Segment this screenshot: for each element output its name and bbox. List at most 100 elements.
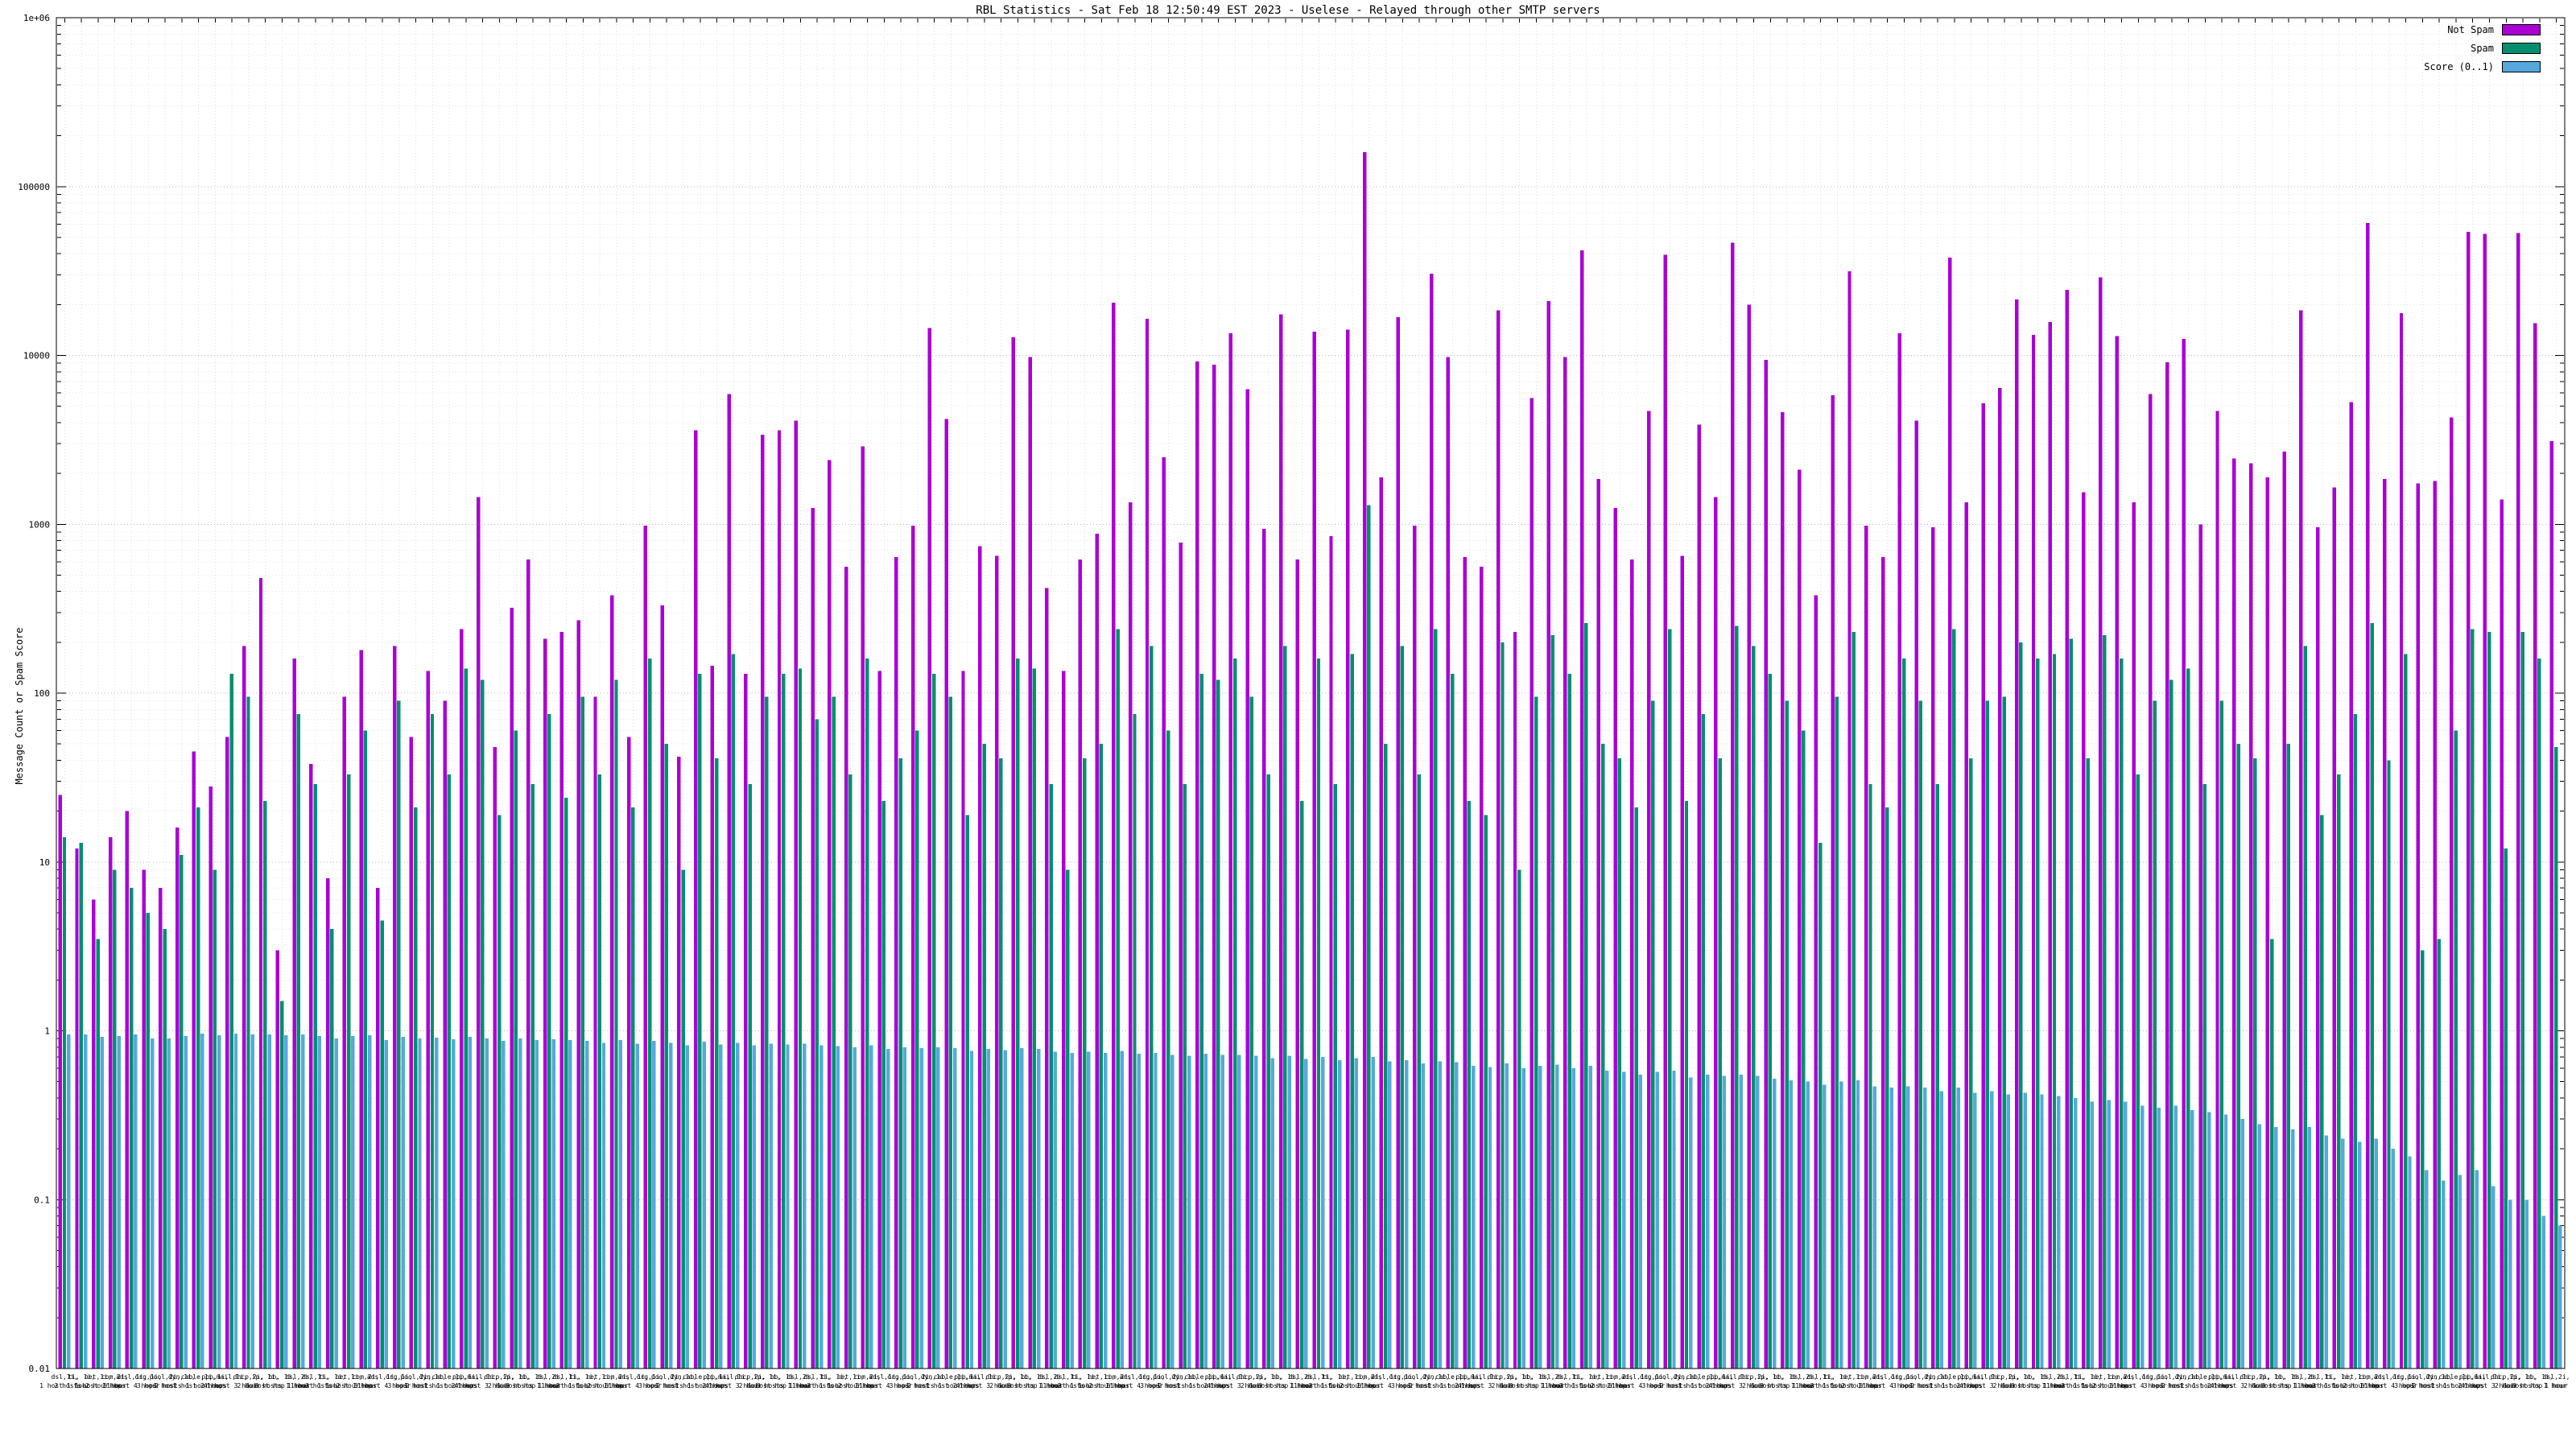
x-tick-label-line2: 1 host 3 hour — [1711, 1382, 1762, 1389]
bar-spam — [1968, 758, 1973, 1368]
x-tick-label-line2: 1 host 2 hour — [1929, 1382, 1979, 1389]
x-tick-label-line1: net,1i, — [586, 1373, 613, 1381]
x-tick-label-line1: mail,1i, — [718, 1373, 749, 1381]
x-tick-label-line1: pool,2i, — [651, 1373, 683, 1381]
x-tick-label-line2: 1 host — [1408, 1382, 1431, 1389]
bar-spam — [2186, 668, 2190, 1368]
bar-score-0-1 — [769, 1043, 773, 1368]
x-tick-label-line2: 4 hops — [1458, 1382, 1481, 1389]
bar-not-spam — [392, 646, 397, 1368]
x-tick-label-line2: 2 hosts 1 hour — [1158, 1382, 1212, 1389]
x-tick-label-line1: dsl,1i, — [52, 1373, 79, 1381]
bar-score-0-1 — [134, 1034, 138, 1368]
bar-not-spam — [894, 556, 898, 1368]
bar-not-spam — [944, 419, 948, 1368]
bar-not-spam — [1998, 388, 2002, 1369]
bar-spam — [346, 774, 351, 1368]
x-tick-label-line1: cable,1i, — [432, 1373, 467, 1381]
x-tick-label-line1: dsl,2i, — [536, 1373, 564, 1381]
bar-spam — [798, 668, 803, 1368]
bar-not-spam — [2014, 299, 2019, 1368]
bar-spam — [1918, 700, 1923, 1368]
bar-not-spam — [2048, 321, 2052, 1368]
bar-not-spam — [125, 811, 130, 1368]
x-tick-label-line1: dyn,1i, — [1674, 1373, 1701, 1381]
bar-spam — [1651, 700, 1655, 1368]
x-tick-label-line2: 2 hosts 1 hour — [155, 1382, 209, 1389]
bar-spam — [1066, 869, 1070, 1368]
bar-spam — [1985, 700, 1990, 1368]
bar-spam — [2353, 714, 2358, 1368]
bar-spam — [1199, 674, 1203, 1368]
x-tick-label-line2: 5 hour — [1107, 1382, 1130, 1389]
bar-not-spam — [677, 757, 681, 1368]
x-tick-label-line2: 2 hosts 2 hour — [1559, 1382, 1614, 1389]
x-tick-label-line2: 5 hour — [1357, 1382, 1381, 1389]
bar-not-spam — [2416, 483, 2420, 1368]
bar-score-0-1 — [2491, 1186, 2496, 1368]
x-tick-label-line1: net,1i, — [2091, 1373, 2119, 1381]
bar-not-spam — [2483, 233, 2487, 1368]
bar-score-0-1 — [2090, 1101, 2095, 1368]
x-tick-label-line1: adsl,1i, — [367, 1373, 398, 1381]
x-tick-label-line2: 1 host 1 hop — [326, 1382, 373, 1389]
bar-score-0-1 — [1605, 1071, 1609, 1368]
bar-score-0-1 — [719, 1044, 723, 1368]
bar-not-spam — [1847, 271, 1852, 1368]
x-tick-label-line2: 1 host — [2411, 1382, 2434, 1389]
legend-item-score: Score (0..1) — [2424, 61, 2541, 72]
bar-spam — [2169, 679, 2174, 1368]
bar-spam — [2119, 658, 2124, 1368]
x-tick-label-line1: pool,2i, — [2407, 1373, 2438, 1381]
legend-item-spam: Spam — [2471, 43, 2541, 54]
bar-score-0-1 — [1505, 1063, 1509, 1368]
bar-not-spam — [1596, 479, 1601, 1369]
x-tick-label-line1: ip, 1i, — [502, 1373, 530, 1381]
bar-score-0-1 — [2257, 1124, 2261, 1368]
x-tick-label-line1: org,1i, — [637, 1373, 664, 1381]
bar-not-spam — [58, 795, 62, 1368]
bar-spam — [2303, 646, 2307, 1368]
x-tick-label-line1: ppp,1i, — [1707, 1373, 1734, 1381]
bar-not-spam — [159, 888, 163, 1368]
bar-score-0-1 — [1939, 1091, 1944, 1368]
x-tick-label-line1: dsl,2i, — [2543, 1373, 2570, 1381]
bar-score-0-1 — [1287, 1055, 1291, 1368]
x-tick-label-line2: 1 host 1 hop — [576, 1382, 623, 1389]
bar-spam — [1232, 658, 1237, 1368]
bar-spam — [430, 714, 435, 1368]
x-tick-label-line1: ip, 1i, — [1757, 1373, 1784, 1381]
x-tick-label-line1: org,1i, — [134, 1373, 162, 1381]
bar-not-spam — [1680, 555, 1684, 1368]
x-tick-label-line1: cable,1i, — [181, 1373, 216, 1381]
x-tick-label-line1: com,2i, — [2108, 1373, 2136, 1381]
legend-label-score: Score (0..1) — [2424, 61, 2494, 72]
bar-not-spam — [2031, 335, 2036, 1369]
bar-spam — [1166, 730, 1170, 1368]
bar-spam — [2520, 632, 2524, 1368]
x-tick-label-line1: ti, 1i, — [1322, 1373, 1349, 1381]
x-tick-label-line2: 3 hour — [2394, 1382, 2417, 1389]
x-tick-label-line2: 1 hour — [287, 1382, 311, 1389]
bar-spam — [497, 815, 502, 1368]
x-tick-label-line2: 1 host 1 hour — [1042, 1382, 1093, 1389]
bar-score-0-1 — [803, 1043, 807, 1368]
x-tick-label-line2: 2 hour — [1491, 1382, 1514, 1389]
bar-not-spam — [2115, 336, 2120, 1369]
x-tick-label-line2: 3 hosts 1 hour — [2011, 1382, 2066, 1389]
x-tick-label-line1: bb, 1i, — [1272, 1373, 1299, 1381]
x-tick-label-line2: 1 host — [906, 1382, 929, 1389]
bar-score-0-1 — [502, 1041, 506, 1368]
bar-score-0-1 — [1856, 1080, 1860, 1368]
x-tick-label-line2: 2 hour — [1742, 1382, 1765, 1389]
bar-score-0-1 — [150, 1038, 155, 1368]
bar-not-spam — [2098, 277, 2103, 1368]
bar-score-0-1 — [1756, 1075, 1760, 1368]
bar-not-spam — [292, 658, 296, 1368]
bars-not-spam — [58, 151, 2554, 1369]
bar-score-0-1 — [2290, 1129, 2295, 1368]
bar-score-0-1 — [1438, 1061, 1442, 1368]
bar-score-0-1 — [752, 1045, 757, 1368]
bar-score-0-1 — [668, 1042, 673, 1368]
